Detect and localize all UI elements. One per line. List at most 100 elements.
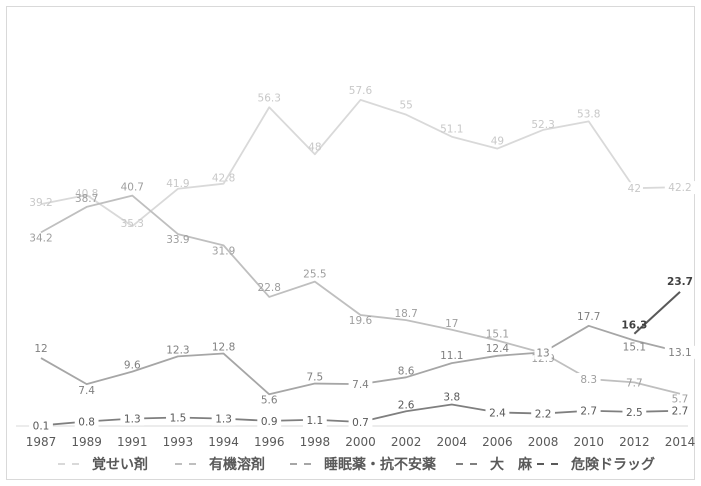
data-label: 16.3 — [621, 320, 647, 332]
data-label: 2.7 — [580, 406, 597, 418]
data-label-bg — [576, 404, 601, 418]
data-label: 12.8 — [212, 342, 235, 354]
data-label: 57.6 — [349, 85, 373, 97]
data-label: 13.1 — [668, 347, 691, 359]
data-label-bg — [531, 407, 555, 421]
x-tick-label: 2008 — [528, 435, 559, 449]
x-tick-label: 1993 — [163, 435, 194, 449]
x-tick-label: 1994 — [208, 435, 239, 449]
data-label: 2.7 — [672, 406, 689, 418]
data-label: 42.2 — [668, 182, 691, 194]
series-1: 39.2 40.8 35.3 41.9 42.8 56.3 48 57.6 55 51.1 49 52… — [29, 85, 696, 230]
series-2: 34.2 38.7 40.7 33.9 31.9 22.8 25.5 19.6 18.7 17 15… — [29, 182, 688, 406]
legend-item: 危険ドラッグ — [537, 456, 655, 473]
data-label: 56.3 — [258, 92, 281, 104]
data-label: 8.3 — [580, 374, 597, 386]
data-label: 40.8 — [75, 188, 98, 200]
data-label: 52.3 — [531, 119, 554, 131]
data-label-bg — [74, 415, 99, 429]
data-label: 0.8 — [78, 416, 95, 428]
data-label: 12 — [34, 343, 47, 355]
data-label-bg — [29, 419, 53, 433]
data-label: 13 — [536, 347, 549, 359]
data-label: 5.6 — [261, 394, 278, 406]
data-label: 2.6 — [398, 399, 415, 411]
data-label: 2.4 — [489, 407, 506, 419]
data-label: 12.4 — [486, 343, 510, 355]
legend-item: 睡眠薬・抗不安薬 — [290, 456, 436, 473]
legend-label: 大 麻 — [490, 456, 533, 473]
data-label-bg — [211, 412, 236, 426]
legend-item: 覚せい剤 — [58, 456, 148, 473]
data-label: 31.9 — [212, 245, 235, 257]
x-tick-label: 2004 — [437, 435, 468, 449]
data-label: 34.2 — [29, 232, 52, 244]
legend-label: 危険ドラッグ — [570, 456, 655, 473]
x-tick-label: 2014 — [665, 435, 696, 449]
data-label: 1.3 — [215, 414, 232, 426]
data-label: 51.1 — [440, 124, 463, 136]
data-label: 8.6 — [398, 365, 415, 377]
data-label-bg — [302, 413, 327, 427]
data-label-bg — [534, 346, 552, 360]
data-label-bg — [348, 416, 373, 430]
series-4: 0.1 0.8 1.3 1.5 1.3 0.9 1.1 0.7 2.6 3.8 2.4 2.2 2.7 2… — [29, 391, 692, 433]
data-label: 0.1 — [33, 420, 50, 432]
data-label-bg — [120, 412, 145, 426]
data-label: 39.2 — [29, 197, 52, 209]
data-label: 1.3 — [124, 414, 141, 426]
data-label: 5.7 — [672, 394, 689, 406]
x-tick-label: 2010 — [573, 435, 604, 449]
data-label: 41.9 — [166, 178, 189, 190]
data-label: 33.9 — [166, 234, 189, 246]
x-tick-label: 2006 — [482, 435, 513, 449]
data-label: 25.5 — [303, 269, 326, 281]
x-tick-label: 1991 — [117, 435, 148, 449]
data-label-bg — [668, 404, 692, 418]
data-label: 7.7 — [626, 377, 643, 389]
legend-item: 大 麻 — [456, 456, 533, 473]
data-label: 55 — [399, 100, 412, 112]
x-tick-label: 2012 — [619, 435, 650, 449]
data-label: 2.5 — [626, 407, 643, 419]
data-label: 11.1 — [440, 350, 463, 362]
data-label: 40.7 — [121, 182, 144, 194]
legend-label: 有機溶剤 — [209, 456, 265, 473]
legend-label: 覚せい剤 — [92, 456, 148, 473]
data-label-bg — [348, 378, 373, 392]
data-label: 53.8 — [577, 108, 600, 120]
x-tick-label: 1987 — [26, 435, 57, 449]
data-label: 49 — [491, 136, 504, 148]
chart-frame — [6, 6, 695, 480]
data-label-bg — [664, 181, 696, 195]
data-label: 2.2 — [535, 409, 552, 421]
data-label: 7.4 — [78, 385, 95, 397]
data-label: 19.6 — [349, 315, 373, 327]
data-label: 35.3 — [121, 218, 144, 230]
data-label-bg — [485, 406, 510, 420]
series-5: 16.3 23.7 — [621, 276, 693, 335]
x-tick-label: 2000 — [345, 435, 376, 449]
legend-item: 有機溶剤 — [175, 456, 265, 473]
data-label: 17 — [445, 318, 458, 330]
legend-label: 睡眠薬・抗不安薬 — [324, 456, 436, 473]
series-line — [40, 194, 681, 395]
data-label: 1.1 — [307, 415, 324, 427]
data-label: 42.8 — [212, 173, 235, 185]
data-label: 48 — [308, 141, 321, 153]
data-label-bg — [166, 411, 190, 425]
data-label: 7.5 — [307, 372, 324, 384]
data-label: 15.1 — [623, 342, 646, 354]
data-label: 22.8 — [258, 282, 281, 294]
data-label: 23.7 — [667, 276, 693, 288]
data-label: 42 — [628, 183, 641, 195]
data-label: 38.7 — [75, 193, 98, 205]
data-label: 15.1 — [486, 329, 509, 341]
data-label: 12.3 — [166, 344, 189, 356]
data-label-bg — [622, 405, 647, 419]
data-label: 7.4 — [352, 379, 369, 391]
data-label: 18.7 — [394, 308, 417, 320]
legend: 覚せい剤 有機溶剤 睡眠薬・抗不安薬 大 麻 危険ドラッグ — [58, 456, 655, 473]
data-label-bg — [576, 373, 601, 387]
